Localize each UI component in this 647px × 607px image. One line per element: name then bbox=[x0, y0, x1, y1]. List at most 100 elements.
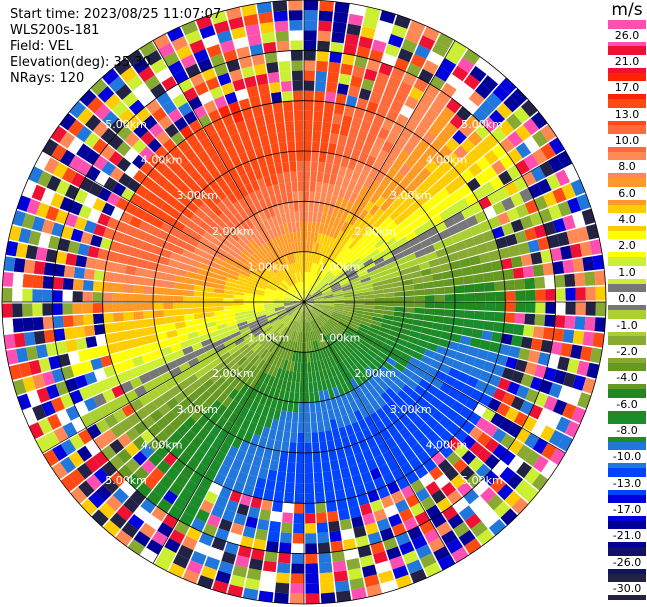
ray-gate bbox=[361, 369, 372, 380]
ray-gate bbox=[453, 145, 468, 160]
ray-gate bbox=[402, 247, 415, 257]
ray-gate bbox=[241, 372, 251, 384]
ray-gate bbox=[291, 221, 297, 233]
ray-gate bbox=[235, 120, 248, 133]
ray-gate bbox=[333, 341, 343, 351]
ray-gate bbox=[548, 137, 565, 155]
ray-gate bbox=[285, 292, 296, 298]
ray-gate bbox=[294, 302, 304, 305]
ray-gate bbox=[214, 361, 226, 372]
ray-gate bbox=[216, 30, 233, 44]
ray-gate bbox=[497, 483, 514, 501]
ray-gate bbox=[474, 210, 488, 224]
ray-gate bbox=[353, 139, 365, 152]
ray-gate bbox=[434, 302, 445, 309]
ray-gate bbox=[571, 406, 586, 424]
ray-gate bbox=[381, 318, 393, 325]
ray-gate bbox=[298, 402, 304, 413]
ray-gate bbox=[398, 81, 413, 96]
ray-gate bbox=[317, 349, 323, 361]
ray-gate bbox=[263, 373, 272, 385]
ray-gate bbox=[196, 414, 209, 428]
ray-gate bbox=[238, 151, 250, 165]
ray-gate bbox=[307, 362, 312, 373]
ray-gate bbox=[198, 333, 211, 342]
ray-gate bbox=[289, 20, 303, 31]
ray-gate bbox=[332, 217, 341, 229]
ray-gate bbox=[106, 217, 120, 230]
ray-gate bbox=[543, 395, 558, 412]
ray-gate bbox=[290, 573, 304, 584]
nrays-label: NRays: 120 bbox=[10, 71, 85, 86]
ray-gate bbox=[93, 467, 110, 484]
ray-gate bbox=[258, 467, 269, 480]
ray-gate bbox=[93, 450, 109, 467]
ray-gate bbox=[311, 242, 317, 253]
ray-gate bbox=[443, 216, 457, 229]
ray-gate bbox=[283, 223, 289, 234]
ray-gate bbox=[564, 273, 576, 287]
ray-gate bbox=[284, 111, 294, 122]
ray-gate bbox=[504, 490, 521, 508]
ray-gate bbox=[135, 107, 151, 123]
ray-gate bbox=[366, 244, 378, 255]
ray-gate bbox=[220, 39, 235, 54]
ray-gate bbox=[381, 278, 393, 285]
ray-gate bbox=[122, 302, 134, 312]
ray-gate bbox=[168, 160, 183, 174]
ray-gate bbox=[430, 265, 442, 275]
ray-gate bbox=[224, 433, 236, 446]
ray-gate bbox=[401, 273, 413, 281]
ray-gate bbox=[304, 299, 314, 302]
ray-gate bbox=[274, 162, 283, 174]
ray-gate bbox=[155, 174, 169, 188]
ray-gate bbox=[347, 324, 358, 332]
ray-gate bbox=[274, 111, 285, 124]
ray-gate bbox=[312, 340, 318, 352]
ray-gate bbox=[291, 181, 298, 192]
ray-gate bbox=[411, 442, 425, 457]
ray-gate bbox=[322, 291, 333, 296]
ray-gate bbox=[565, 287, 576, 301]
ray-gate bbox=[304, 161, 311, 172]
ray-gate bbox=[38, 357, 52, 373]
ray-gate bbox=[272, 0, 288, 12]
ray-gate bbox=[332, 364, 341, 376]
ray-gate bbox=[319, 141, 329, 153]
ray-gate bbox=[424, 107, 440, 123]
ray-gate bbox=[300, 311, 303, 323]
ray-gate bbox=[325, 322, 334, 331]
ray-gate bbox=[370, 445, 382, 458]
ray-gate bbox=[318, 255, 325, 266]
ray-gate bbox=[85, 257, 97, 269]
ray-gate bbox=[513, 176, 528, 192]
colorbar-tick-label: -17.0 bbox=[608, 503, 646, 517]
ray-gate bbox=[238, 273, 249, 281]
ray-gate bbox=[409, 219, 422, 231]
ray-gate bbox=[221, 136, 234, 150]
ray-gate bbox=[208, 330, 220, 339]
ray-gate bbox=[403, 284, 415, 291]
ray-gate bbox=[290, 50, 303, 61]
ray-gate bbox=[52, 290, 63, 302]
ray-gate bbox=[534, 364, 548, 379]
ray-gate bbox=[335, 196, 344, 208]
ray-gate bbox=[422, 372, 435, 384]
ring-label: 4.00km bbox=[141, 154, 183, 167]
ray-gate bbox=[77, 160, 93, 177]
ray-gate bbox=[109, 166, 125, 182]
ray-gate bbox=[378, 227, 390, 239]
ray-gate bbox=[486, 494, 504, 511]
ray-gate bbox=[327, 183, 335, 195]
ray-gate bbox=[154, 555, 172, 572]
ray-gate bbox=[84, 371, 98, 385]
ray-gate bbox=[422, 59, 439, 75]
ray-gate bbox=[59, 196, 74, 212]
ray-gate bbox=[409, 264, 421, 273]
ray-gate bbox=[164, 214, 177, 227]
ray-gate bbox=[217, 127, 230, 141]
ray-gate bbox=[316, 360, 323, 371]
ray-gate bbox=[316, 50, 329, 62]
ray-gate bbox=[358, 209, 369, 221]
ray-gate bbox=[244, 289, 255, 295]
